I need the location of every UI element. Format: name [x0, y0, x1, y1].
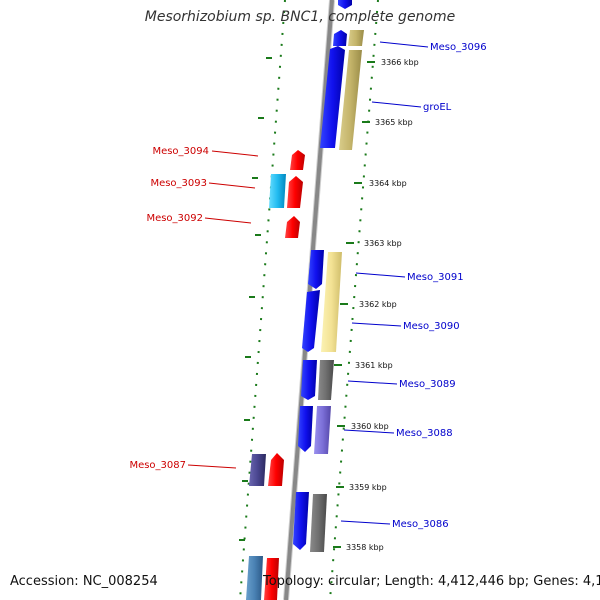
tick-label: 3359 kbp — [349, 483, 387, 492]
gene-meso-3087[interactable] — [268, 453, 284, 486]
gene-meso-3093[interactable] — [287, 176, 303, 208]
gene-meso-3088[interactable] — [298, 406, 313, 452]
gene-label-meso-3089[interactable]: Meso_3089 — [399, 379, 456, 390]
ruler-ticks — [333, 61, 375, 548]
tick-label: 3363 kbp — [364, 239, 402, 248]
gene-label-groel[interactable]: groEL — [423, 102, 452, 113]
tick-label: 3361 kbp — [355, 361, 393, 370]
gene-label-meso-3094[interactable]: Meso_3094 — [152, 146, 209, 157]
gene-meso-3091-pale[interactable] — [321, 252, 342, 352]
left-label-leaders — [187, 150, 259, 469]
gene-meso-3094[interactable] — [290, 150, 305, 170]
gene-meso-3087-navy[interactable] — [249, 454, 266, 486]
gene-meso-3093-cyan[interactable] — [269, 174, 286, 208]
gene-meso-3086[interactable] — [293, 492, 309, 550]
gene-meso-3090[interactable] — [302, 290, 320, 352]
map-title: Mesorhizobium sp. BNC1, complete genome — [144, 9, 456, 25]
gene-label-meso-3087[interactable]: Meso_3087 — [129, 460, 186, 471]
ruler-ticks-left — [239, 57, 272, 541]
gene-reverse[interactable] — [338, 0, 352, 9]
tick-label: 3360 kbp — [351, 422, 389, 431]
tick-ring-right — [329, 0, 379, 600]
gene-meso-3086-gray[interactable] — [310, 494, 327, 552]
tick-ring-left — [239, 0, 286, 600]
gene-bottom-steel[interactable] — [246, 556, 263, 600]
right-label-leaders — [340, 41, 429, 525]
tick-label: 3365 kbp — [375, 118, 413, 127]
gene-meso-3091[interactable] — [308, 250, 324, 289]
gene-label-meso-3088[interactable]: Meso_3088 — [396, 428, 453, 439]
gene-label-meso-3093[interactable]: Meso_3093 — [150, 178, 207, 189]
tick-labels: 3366 kbp 3365 kbp 3364 kbp 3363 kbp 3362… — [346, 58, 419, 552]
gene-label-meso-3096[interactable]: Meso_3096 — [430, 42, 487, 53]
gene-bottom-red[interactable] — [264, 558, 279, 600]
gene-label-meso-3086[interactable]: Meso_3086 — [392, 519, 449, 530]
accession-label: Accession: NC_008254 — [10, 574, 158, 589]
tick-label: 3364 kbp — [369, 179, 407, 188]
tick-label: 3366 kbp — [381, 58, 419, 67]
gene-groel[interactable] — [339, 50, 362, 150]
gene-label-meso-3091[interactable]: Meso_3091 — [407, 272, 464, 283]
genome-summary: Topology: circular; Length: 4,412,446 bp… — [263, 574, 600, 589]
gene-label-meso-3090[interactable]: Meso_3090 — [403, 321, 460, 332]
gene-meso-3096-khaki[interactable] — [348, 30, 364, 46]
gene-meso-3096[interactable] — [333, 30, 347, 46]
gene-meso-3089-gray[interactable] — [318, 360, 334, 400]
tick-label: 3358 kbp — [346, 543, 384, 552]
tick-label: 3362 kbp — [359, 300, 397, 309]
gene-meso-3089[interactable] — [301, 360, 317, 400]
gene-meso-3092[interactable] — [285, 216, 300, 238]
gene-groel-reverse[interactable] — [320, 46, 345, 148]
gene-meso-3088-purple[interactable] — [314, 406, 331, 454]
gene-label-meso-3092[interactable]: Meso_3092 — [146, 213, 203, 224]
